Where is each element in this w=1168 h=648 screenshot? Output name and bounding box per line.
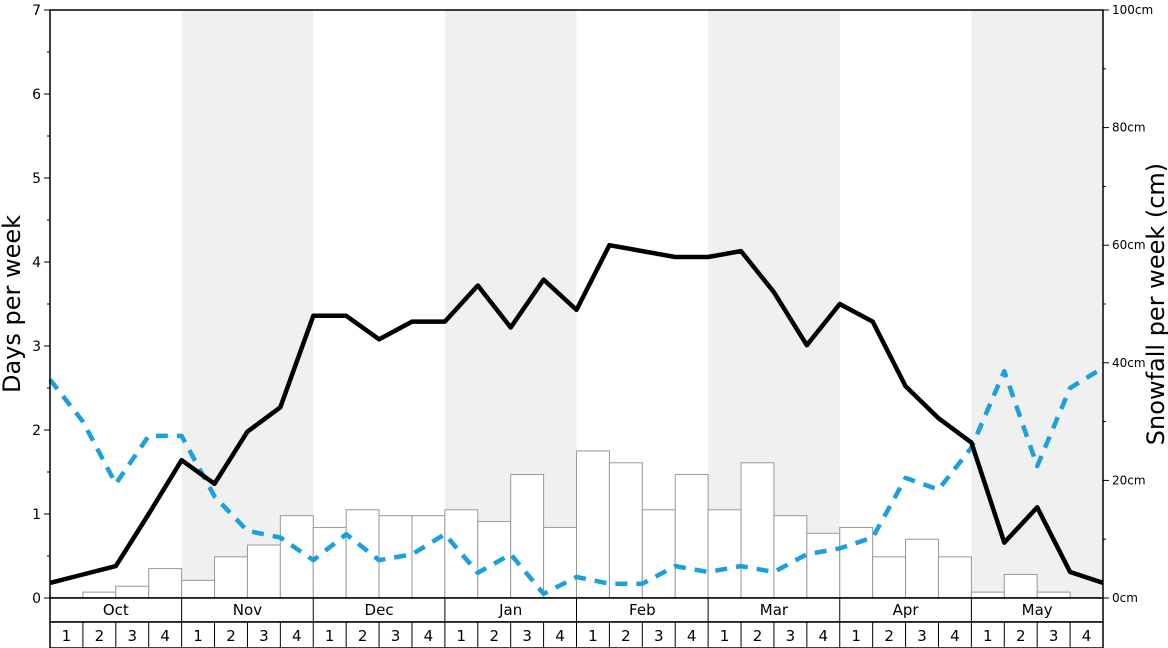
week-label: 1 xyxy=(720,627,730,645)
week-label: 1 xyxy=(325,627,335,645)
series-lines xyxy=(48,242,1105,597)
week-label: 2 xyxy=(621,627,631,645)
week-label: 2 xyxy=(884,627,894,645)
week-label: 3 xyxy=(654,627,664,645)
week-label: 4 xyxy=(687,627,697,645)
snowfall-bar xyxy=(214,556,248,599)
snowfall-bar xyxy=(1003,573,1038,599)
week-label: 2 xyxy=(358,627,368,645)
week-label: 3 xyxy=(786,627,796,645)
week-label: 2 xyxy=(95,627,105,645)
month-label: Nov xyxy=(233,601,262,619)
week-label: 3 xyxy=(1049,627,1059,645)
month-label: Dec xyxy=(365,601,394,619)
right-y-axis: 0cm 20cm 40cm 60cm 80cm 100cm xyxy=(1103,3,1153,605)
week-label: 1 xyxy=(588,627,598,645)
right-tick-label: 0cm xyxy=(1112,591,1138,605)
week-label: 3 xyxy=(917,627,927,645)
month-label: Mar xyxy=(760,601,789,619)
left-tick-label: 5 xyxy=(32,171,41,187)
snowfall-bar xyxy=(477,521,512,599)
week-label: 4 xyxy=(424,627,434,645)
month-label: May xyxy=(1022,601,1053,619)
week-label: 4 xyxy=(950,627,960,645)
left-tick-label: 3 xyxy=(32,339,41,355)
week-label: 1 xyxy=(193,627,203,645)
week-label: 3 xyxy=(391,627,401,645)
right-tick-label: 100cm xyxy=(1112,3,1153,17)
week-label: 2 xyxy=(1016,627,1026,645)
solid-series-line xyxy=(49,242,1104,586)
week-label: 3 xyxy=(127,627,137,645)
right-tick-label: 40cm xyxy=(1112,356,1146,370)
snowfall-bar xyxy=(115,585,150,599)
right-tick-label: 80cm xyxy=(1112,121,1146,135)
month-label: Jan xyxy=(498,601,522,619)
left-tick-label: 0 xyxy=(32,591,41,607)
week-label: 4 xyxy=(292,627,302,645)
left-tick-label: 4 xyxy=(32,255,41,271)
left-tick-label: 1 xyxy=(32,507,41,523)
snowfall-bar xyxy=(740,462,775,599)
snowfall-bars xyxy=(82,450,1071,599)
right-tick-label: 20cm xyxy=(1112,473,1146,487)
snowfall-bar xyxy=(444,509,479,599)
right-axis-label: Snowfall per week (cm) xyxy=(1142,163,1168,445)
week-label: 2 xyxy=(226,627,236,645)
month-band-may xyxy=(971,10,1103,598)
snowfall-bar xyxy=(872,556,907,599)
snowfall-bar xyxy=(148,568,183,599)
week-label: 2 xyxy=(753,627,763,645)
week-label: 1 xyxy=(851,627,861,645)
snowfall-bar xyxy=(839,526,874,599)
snowfall-bar xyxy=(674,474,709,599)
left-axis-label: Days per week xyxy=(0,215,26,393)
left-tick-label: 7 xyxy=(32,3,41,19)
month-label: Apr xyxy=(893,601,920,619)
week-label: 4 xyxy=(555,627,565,645)
snowfall-bar xyxy=(608,462,643,599)
month-label: Feb xyxy=(629,601,656,619)
snowfall-bar xyxy=(279,515,314,599)
snowfall-bar xyxy=(510,474,545,599)
week-label: 1 xyxy=(983,627,993,645)
snowfall-bar xyxy=(905,538,939,599)
week-label: 1 xyxy=(62,627,72,645)
snowfall-bar xyxy=(937,556,972,599)
week-label: 3 xyxy=(259,627,269,645)
snowfall-bar xyxy=(1036,591,1071,599)
left-tick-label: 2 xyxy=(32,423,41,439)
snowfall-bar xyxy=(707,509,742,599)
snowfall-bar xyxy=(181,579,216,599)
month-band-nov xyxy=(181,10,314,598)
snowfall-bar xyxy=(345,509,380,599)
snowfall-bar xyxy=(970,591,1005,599)
week-label: 4 xyxy=(819,627,829,645)
week-label: 2 xyxy=(489,627,499,645)
x-axis: Oct Nov Dec Jan Feb Mar Apr May 1 2 3 4 1 2 3 4 1 2 3 4 1 2 3 4… xyxy=(49,597,1104,648)
snowfall-bar xyxy=(641,509,676,599)
week-label: 4 xyxy=(1082,627,1092,645)
snowfall-bar xyxy=(82,591,117,599)
left-tick-label: 6 xyxy=(32,87,41,103)
left-y-axis: 0 1 2 3 4 5 6 7 xyxy=(32,3,50,607)
week-label: 1 xyxy=(457,627,467,645)
week-label: 3 xyxy=(522,627,532,645)
snowfall-bar xyxy=(806,532,841,599)
week-label: 4 xyxy=(160,627,170,645)
snowfall-bar xyxy=(312,526,347,599)
snowfall-bar xyxy=(246,544,281,599)
month-bands xyxy=(181,10,1103,598)
dashed-series-line xyxy=(48,365,1105,597)
right-tick-label: 60cm xyxy=(1112,238,1146,252)
snowfall-bar xyxy=(411,515,446,599)
month-label: Oct xyxy=(103,601,129,619)
